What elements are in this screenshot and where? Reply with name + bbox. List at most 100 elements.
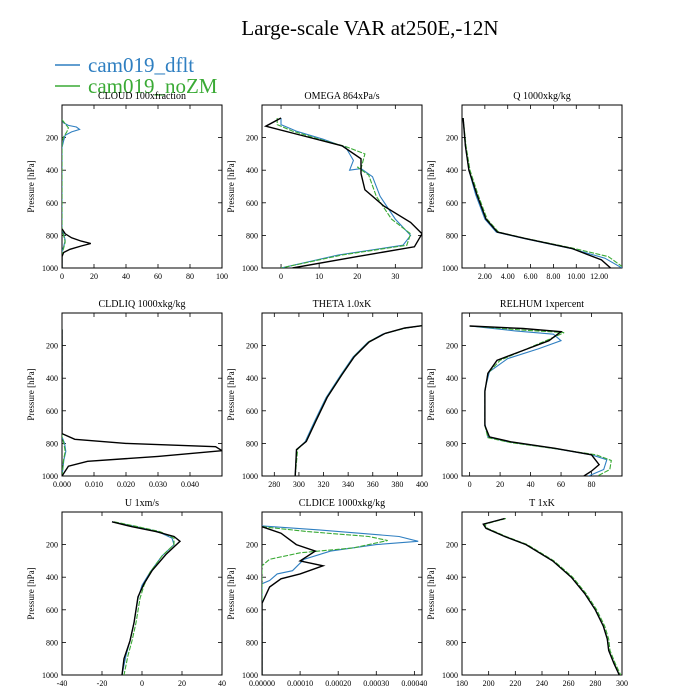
series-6-2 bbox=[111, 521, 182, 675]
ytick-label-6-2: 600 bbox=[46, 606, 58, 615]
legend-label-1: cam019_noZM bbox=[88, 74, 218, 98]
series-8-0 bbox=[482, 517, 620, 675]
series-0-2 bbox=[62, 228, 91, 268]
xtick-label-5-2: 40 bbox=[527, 480, 535, 489]
xtick-label-2-1: 4.00 bbox=[501, 272, 515, 281]
xtick-label-8-4: 260 bbox=[563, 679, 575, 688]
xtick-label-3-3: 0.030 bbox=[149, 480, 167, 489]
ytick-label-1-4: 1000 bbox=[242, 264, 258, 273]
xtick-label-5-4: 80 bbox=[588, 480, 596, 489]
series-0-0 bbox=[62, 119, 81, 268]
ytick-label-7-1: 400 bbox=[246, 573, 258, 582]
panel-title-7: CLDICE 1000xkg/kg bbox=[299, 498, 385, 509]
xtick-label-8-5: 280 bbox=[589, 679, 601, 688]
series-1-1 bbox=[276, 118, 412, 268]
xtick-label-7-2: 0.00020 bbox=[325, 679, 351, 688]
legend: cam019_dflt cam019_noZM bbox=[55, 53, 218, 98]
panel-frame-8 bbox=[461, 511, 623, 676]
xtick-label-2-3: 8.00 bbox=[546, 272, 560, 281]
ytick-label-1-2: 600 bbox=[246, 199, 258, 208]
y-axis-label-6: Pressure [hPa] bbox=[26, 567, 36, 619]
panel-frame-0 bbox=[61, 104, 223, 269]
ytick-label-5-1: 400 bbox=[446, 374, 458, 383]
panel-1: OMEGA 864xPa/s 200 400 600 800 1000 0 10 20 30 Pre… bbox=[226, 91, 423, 281]
ytick-label-3-3: 800 bbox=[46, 439, 58, 448]
xtick-label-2-5: 12.00 bbox=[590, 272, 608, 281]
figure-title: Large-scale VAR at250E,-12N bbox=[241, 16, 498, 40]
ytick-label-6-1: 400 bbox=[46, 573, 58, 582]
xtick-label-4-5: 380 bbox=[391, 480, 403, 489]
series-2-1 bbox=[462, 117, 622, 267]
panel-title-5: RELHUM 1xpercent bbox=[500, 299, 584, 310]
panel-title-6: U 1xm/s bbox=[125, 498, 159, 509]
ytick-label-4-1: 400 bbox=[246, 374, 258, 383]
series-1-2 bbox=[263, 117, 422, 268]
y-axis-label-7: Pressure [hPa] bbox=[226, 567, 236, 619]
xtick-label-7-0: 0.00000 bbox=[249, 679, 275, 688]
panel-frame-2 bbox=[461, 104, 623, 269]
xtick-label-7-1: 0.00010 bbox=[287, 679, 313, 688]
ytick-label-5-4: 1000 bbox=[442, 472, 458, 481]
xtick-label-3-2: 0.020 bbox=[117, 480, 135, 489]
panel-title-8: T 1xK bbox=[529, 498, 555, 509]
panel-2: Q 1000xkg/kg 200 400 600 800 1000 2.00 4.00 6.00… bbox=[426, 91, 623, 281]
xtick-label-6-4: 40 bbox=[218, 679, 226, 688]
series-3-1 bbox=[62, 329, 66, 476]
xtick-label-6-2: 0 bbox=[140, 679, 144, 688]
ytick-label-3-2: 600 bbox=[46, 407, 58, 416]
ytick-label-5-2: 600 bbox=[446, 407, 458, 416]
series-1-0 bbox=[280, 118, 412, 268]
xtick-label-3-0: 0.000 bbox=[53, 480, 71, 489]
ytick-label-2-4: 1000 bbox=[442, 264, 458, 273]
ytick-label-3-1: 400 bbox=[46, 374, 58, 383]
xtick-label-4-2: 320 bbox=[318, 480, 330, 489]
xtick-label-0-5: 100 bbox=[216, 272, 228, 281]
ytick-label-0-4: 1000 bbox=[42, 264, 58, 273]
series-8-1 bbox=[483, 517, 622, 675]
panel-4: THETA 1.0xK 200 400 600 800 1000 280 300 320 340 3… bbox=[226, 299, 428, 489]
xtick-label-8-2: 220 bbox=[509, 679, 521, 688]
y-axis-label-1: Pressure [hPa] bbox=[226, 160, 236, 212]
ytick-label-6-0: 200 bbox=[46, 541, 58, 550]
panel-title-1: OMEGA 864xPa/s bbox=[304, 91, 379, 102]
ytick-label-0-0: 200 bbox=[46, 134, 58, 143]
xtick-label-4-3: 340 bbox=[342, 480, 354, 489]
legend-label-0: cam019_dflt bbox=[88, 53, 194, 77]
xtick-label-4-0: 280 bbox=[268, 480, 280, 489]
panel-title-4: THETA 1.0xK bbox=[313, 299, 372, 310]
ytick-label-3-4: 1000 bbox=[42, 472, 58, 481]
y-axis-label-0: Pressure [hPa] bbox=[26, 160, 36, 212]
series-4-1 bbox=[294, 325, 422, 476]
xtick-label-1-0: 0 bbox=[279, 272, 283, 281]
xtick-label-0-4: 80 bbox=[186, 272, 194, 281]
xtick-label-0-2: 40 bbox=[122, 272, 130, 281]
panel-frame-3 bbox=[61, 312, 223, 477]
xtick-label-3-4: 0.040 bbox=[181, 480, 199, 489]
y-axis-label-2: Pressure [hPa] bbox=[426, 160, 436, 212]
ytick-label-8-3: 800 bbox=[446, 638, 458, 647]
xtick-label-5-3: 60 bbox=[557, 480, 565, 489]
xtick-label-1-3: 30 bbox=[391, 272, 399, 281]
ytick-label-5-0: 200 bbox=[446, 342, 458, 351]
series-6-0 bbox=[111, 521, 175, 675]
ytick-label-4-4: 1000 bbox=[242, 472, 258, 481]
panel-title-0: CLOUD 100xfraction bbox=[98, 91, 186, 102]
ytick-label-4-3: 800 bbox=[246, 439, 258, 448]
ytick-label-7-3: 800 bbox=[246, 638, 258, 647]
xtick-label-0-3: 60 bbox=[154, 272, 162, 281]
ytick-label-0-3: 800 bbox=[46, 231, 58, 240]
xtick-label-1-2: 20 bbox=[353, 272, 361, 281]
xtick-label-8-3: 240 bbox=[536, 679, 548, 688]
xtick-label-6-0: -40 bbox=[57, 679, 68, 688]
ytick-label-3-0: 200 bbox=[46, 342, 58, 351]
ytick-label-5-3: 800 bbox=[446, 439, 458, 448]
xtick-label-1-1: 10 bbox=[315, 272, 323, 281]
series-7-2 bbox=[262, 526, 326, 675]
panel-frame-5 bbox=[461, 312, 623, 477]
series-3-2 bbox=[62, 329, 222, 476]
y-axis-label-8: Pressure [hPa] bbox=[426, 567, 436, 619]
series-4-2 bbox=[294, 325, 422, 476]
xtick-label-3-1: 0.010 bbox=[85, 480, 103, 489]
